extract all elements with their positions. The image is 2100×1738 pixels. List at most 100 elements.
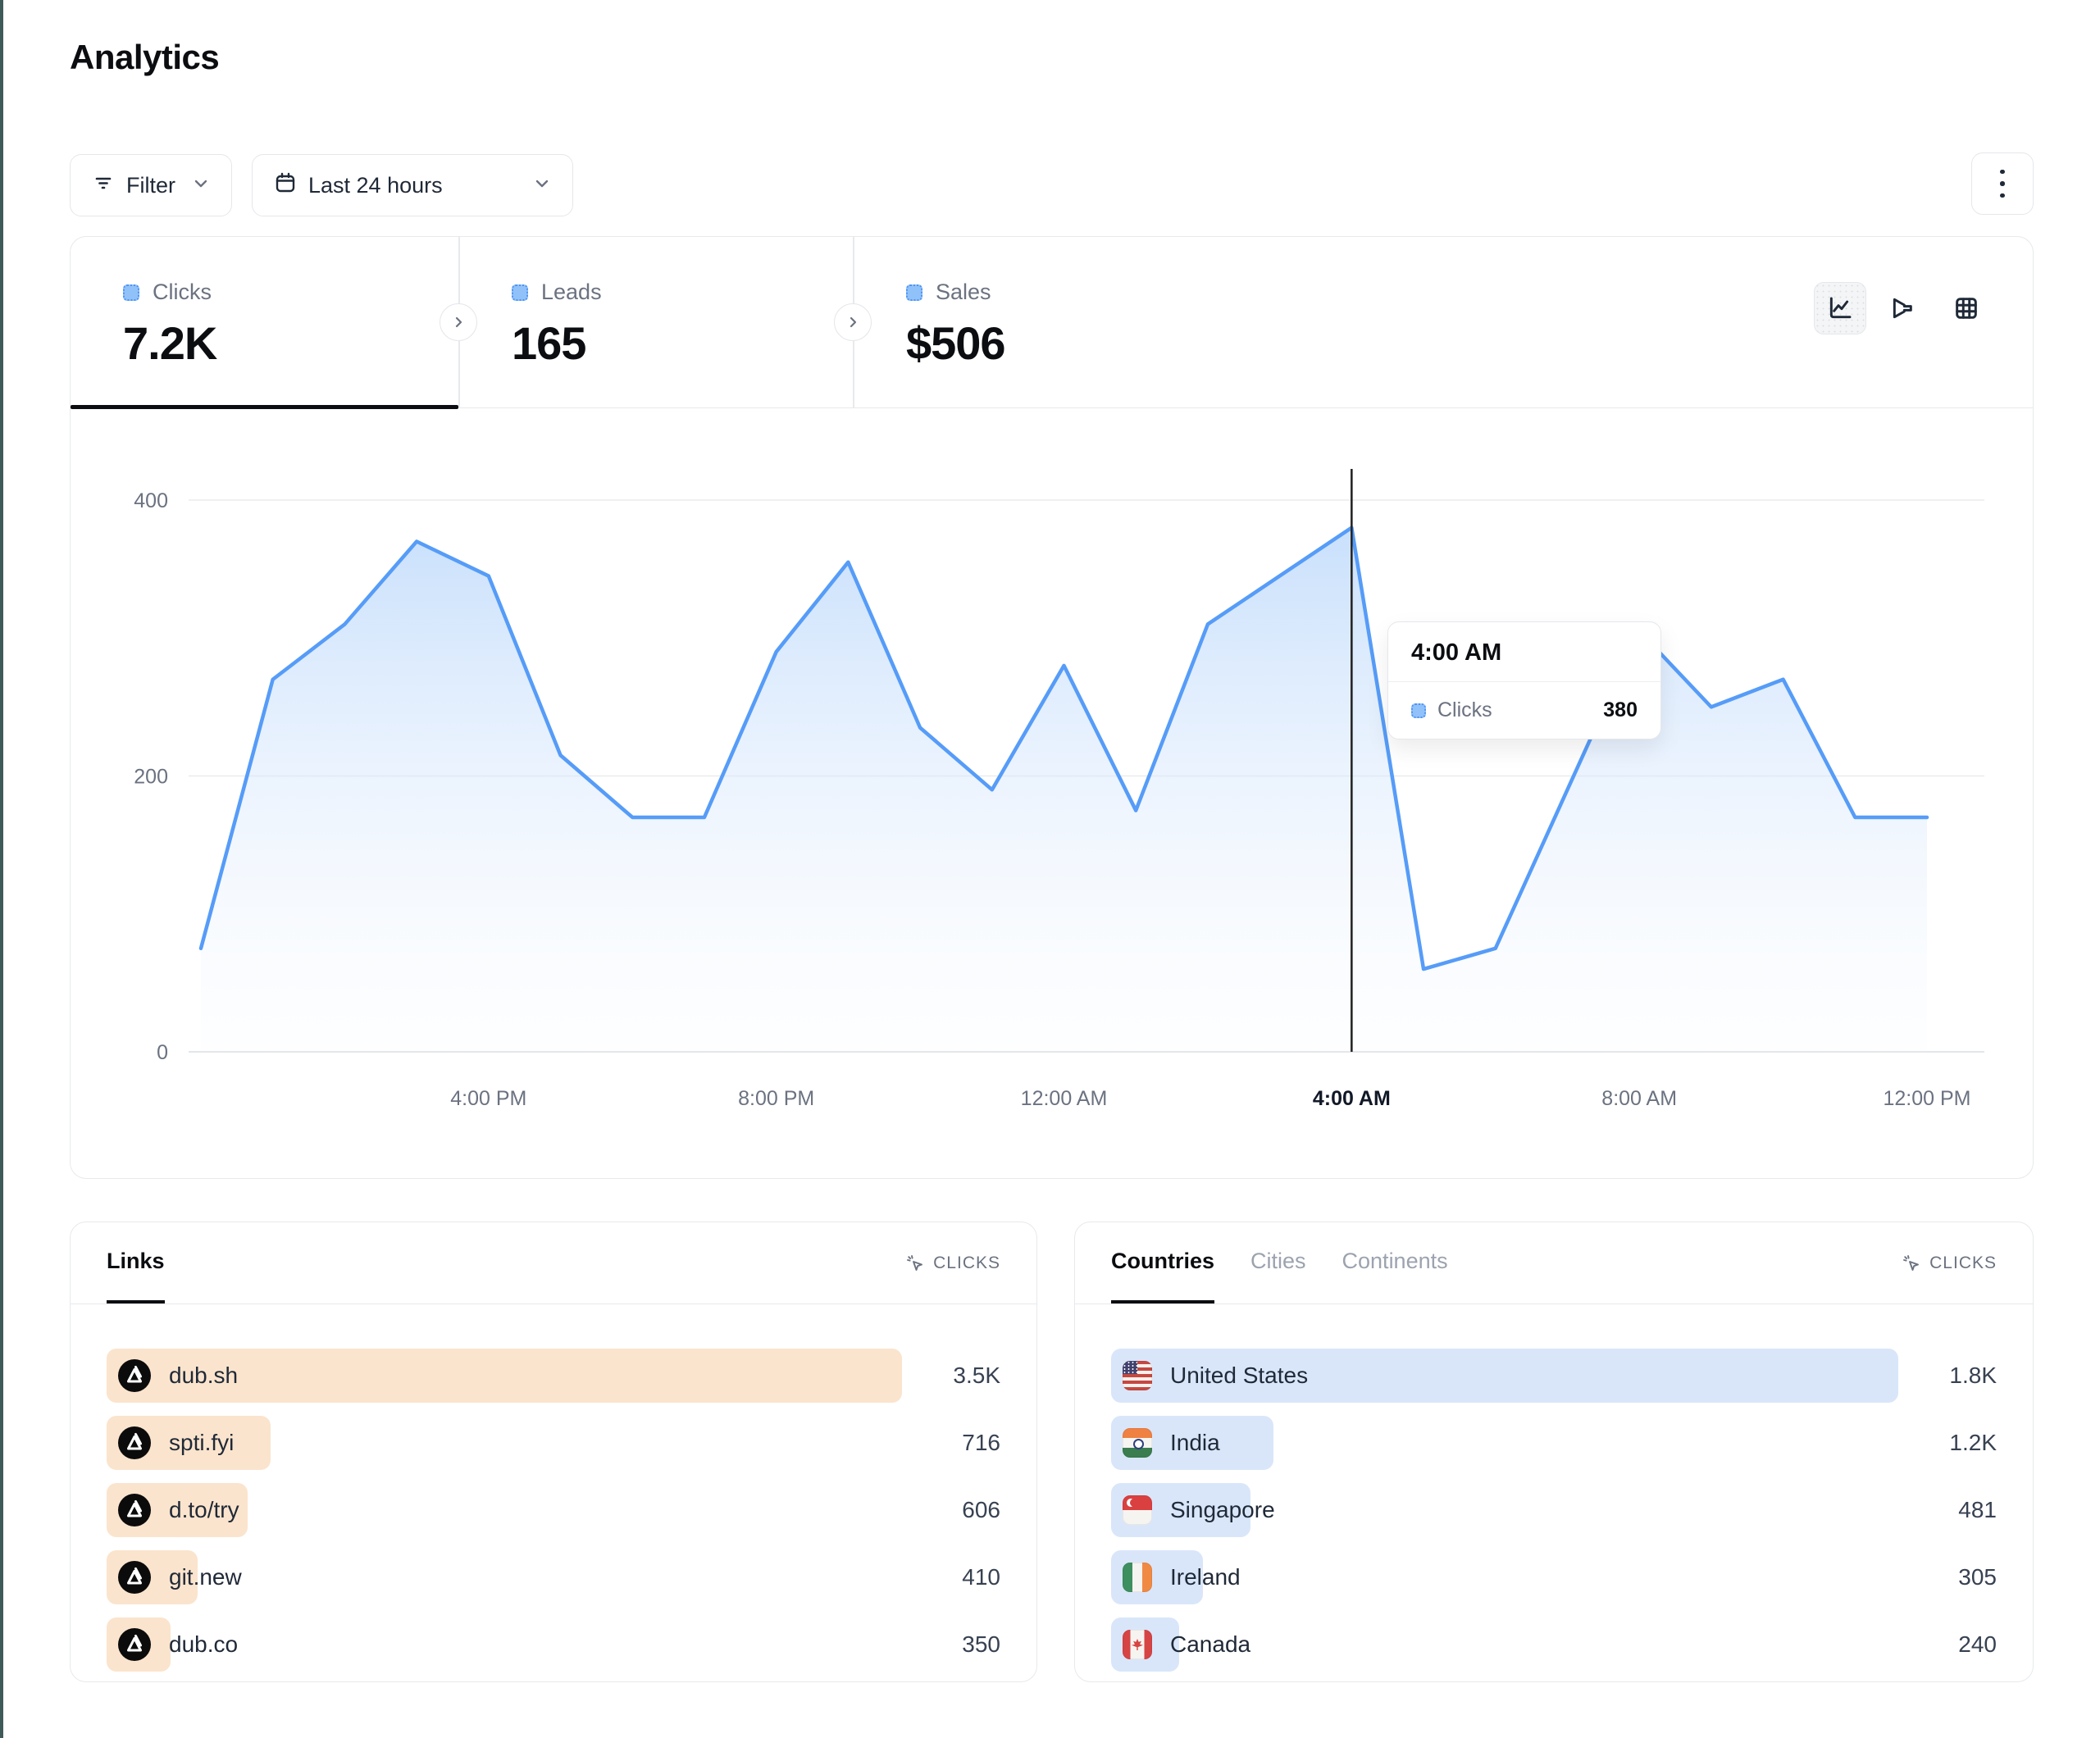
links-list: dub.sh 3.5K spti.fyi 716 d.to/try 606 git.n… — [71, 1304, 1036, 1672]
us-flag-icon — [1123, 1361, 1152, 1390]
clicks-legend-chip — [123, 284, 139, 301]
sg-flag-icon — [1123, 1495, 1152, 1525]
tooltip-time: 4:00 AM — [1388, 622, 1660, 682]
leads-legend-chip — [512, 284, 528, 301]
expand-leads-button[interactable] — [834, 303, 872, 341]
dub-logo-icon — [118, 1426, 151, 1459]
list-item[interactable]: git.new 410 — [107, 1550, 1000, 1604]
window-edge-stripe — [0, 0, 3, 1738]
tab-clicks[interactable]: Clicks 7.2K — [71, 237, 458, 409]
chevron-down-icon — [192, 173, 210, 198]
stat-value: $506 — [906, 317, 1006, 369]
stat-label: Clicks — [153, 280, 212, 304]
countries-panel-header: Countries Cities Continents CLICKS — [1075, 1222, 2033, 1304]
sales-legend-chip — [906, 284, 922, 301]
tooltip-legend-chip — [1411, 703, 1426, 718]
list-item[interactable]: dub.sh 3.5K — [107, 1349, 1000, 1403]
ie-flag-icon — [1123, 1563, 1152, 1592]
kebab-icon — [2000, 169, 2005, 198]
stats-tabs-row: Clicks 7.2K Leads 165 — [71, 237, 2033, 409]
list-item[interactable]: Ireland 305 — [1111, 1550, 1997, 1604]
toolbar: Filter Last 24 hours — [70, 154, 573, 216]
stat-label: Leads — [541, 280, 602, 304]
filter-button[interactable]: Filter — [70, 154, 232, 216]
line-chart-icon — [1829, 297, 1852, 319]
tab-leads[interactable]: Leads 165 — [512, 237, 853, 407]
table-grid-icon — [1956, 298, 1977, 319]
stat-value: 165 — [512, 317, 586, 369]
links-panel-header: Links CLICKS — [71, 1222, 1036, 1304]
tooltip-series-label: Clicks — [1437, 698, 1492, 721]
chevron-right-icon — [455, 316, 462, 328]
date-range-button[interactable]: Last 24 hours — [252, 154, 573, 216]
links-metric-selector[interactable]: CLICKS — [905, 1222, 1000, 1304]
item-label: d.to/try — [169, 1497, 239, 1522]
analytics-chart-card: Clicks 7.2K Leads 165 — [70, 236, 2034, 1179]
item-label: Ireland — [1170, 1564, 1241, 1590]
stat-label: Sales — [936, 280, 991, 304]
list-item[interactable]: India 1.2K — [1111, 1416, 1997, 1470]
list-item[interactable]: United States 1.8K — [1111, 1349, 1997, 1403]
item-label: Singapore — [1170, 1497, 1275, 1522]
dub-logo-icon — [118, 1359, 151, 1392]
chevron-down-icon — [533, 173, 551, 198]
cursor-click-icon — [907, 1254, 923, 1271]
item-label: git.new — [169, 1564, 242, 1590]
countries-list: United States 1.8K India 1.2K Singapore 481 Ir… — [1075, 1304, 2033, 1672]
expand-clicks-button[interactable] — [440, 303, 477, 341]
tab-sales[interactable]: Sales $506 — [906, 237, 1250, 407]
in-flag-icon — [1123, 1428, 1152, 1458]
countries-metric-selector[interactable]: CLICKS — [1902, 1222, 1997, 1304]
item-value: 305 — [1958, 1564, 1997, 1590]
item-value: 716 — [962, 1430, 1000, 1455]
more-options-button[interactable] — [1971, 152, 2034, 215]
funnel-chart-icon — [1893, 298, 1912, 319]
item-value: 1.8K — [1949, 1363, 1997, 1388]
tab-links[interactable]: Links — [107, 1222, 165, 1304]
item-label: spti.fyi — [169, 1430, 235, 1455]
item-value: 481 — [1958, 1497, 1997, 1522]
chevron-right-icon — [850, 316, 857, 328]
cursor-click-icon — [1903, 1254, 1920, 1271]
tab-countries[interactable]: Countries — [1111, 1222, 1215, 1304]
active-tab-underline — [71, 405, 458, 409]
value-bar — [1111, 1349, 1898, 1403]
list-item[interactable]: Canada 240 — [1111, 1617, 1997, 1672]
date-range-label: Last 24 hours — [308, 172, 443, 198]
list-item[interactable]: Singapore 481 — [1111, 1483, 1997, 1537]
view-funnel-chart-button[interactable] — [1877, 282, 1929, 334]
item-label: United States — [1170, 1363, 1309, 1388]
stat-value: 7.2K — [123, 317, 217, 369]
item-value: 240 — [1958, 1631, 1997, 1657]
tab-continents[interactable]: Continents — [1342, 1249, 1448, 1273]
item-label: Canada — [1170, 1631, 1251, 1657]
countries-metric-label: CLICKS — [1929, 1253, 1997, 1272]
dub-logo-icon — [118, 1628, 151, 1661]
chart-tooltip: 4:00 AM Clicks 380 — [1387, 621, 1661, 739]
view-table-button[interactable] — [1940, 282, 1993, 334]
list-item[interactable]: dub.co 350 — [107, 1617, 1000, 1672]
item-value: 606 — [962, 1497, 1000, 1522]
item-label: dub.co — [169, 1631, 239, 1657]
dub-logo-icon — [118, 1494, 151, 1526]
list-item[interactable]: d.to/try 606 — [107, 1483, 1000, 1537]
view-line-chart-button[interactable] — [1814, 282, 1866, 334]
chart-view-toggle — [1814, 282, 1993, 334]
item-label: India — [1170, 1430, 1220, 1455]
item-value: 1.2K — [1949, 1430, 1997, 1455]
value-bar — [107, 1349, 902, 1403]
item-label: dub.sh — [169, 1363, 239, 1388]
list-item[interactable]: spti.fyi 716 — [107, 1416, 1000, 1470]
page-title: Analytics — [70, 38, 220, 76]
calendar-icon — [274, 171, 297, 200]
links-panel: Links CLICKS dub.sh 3.5K spti.fyi 716 d.to… — [70, 1222, 1037, 1682]
filter-button-label: Filter — [126, 172, 175, 198]
tab-cities[interactable]: Cities — [1250, 1249, 1306, 1273]
ca-flag-icon — [1123, 1630, 1152, 1659]
dub-logo-icon — [118, 1561, 151, 1594]
tooltip-value: 380 — [1603, 698, 1638, 721]
links-metric-label: CLICKS — [933, 1253, 1000, 1272]
item-value: 410 — [962, 1564, 1000, 1590]
countries-panel: Countries Cities Continents CLICKS Unite… — [1074, 1222, 2034, 1682]
